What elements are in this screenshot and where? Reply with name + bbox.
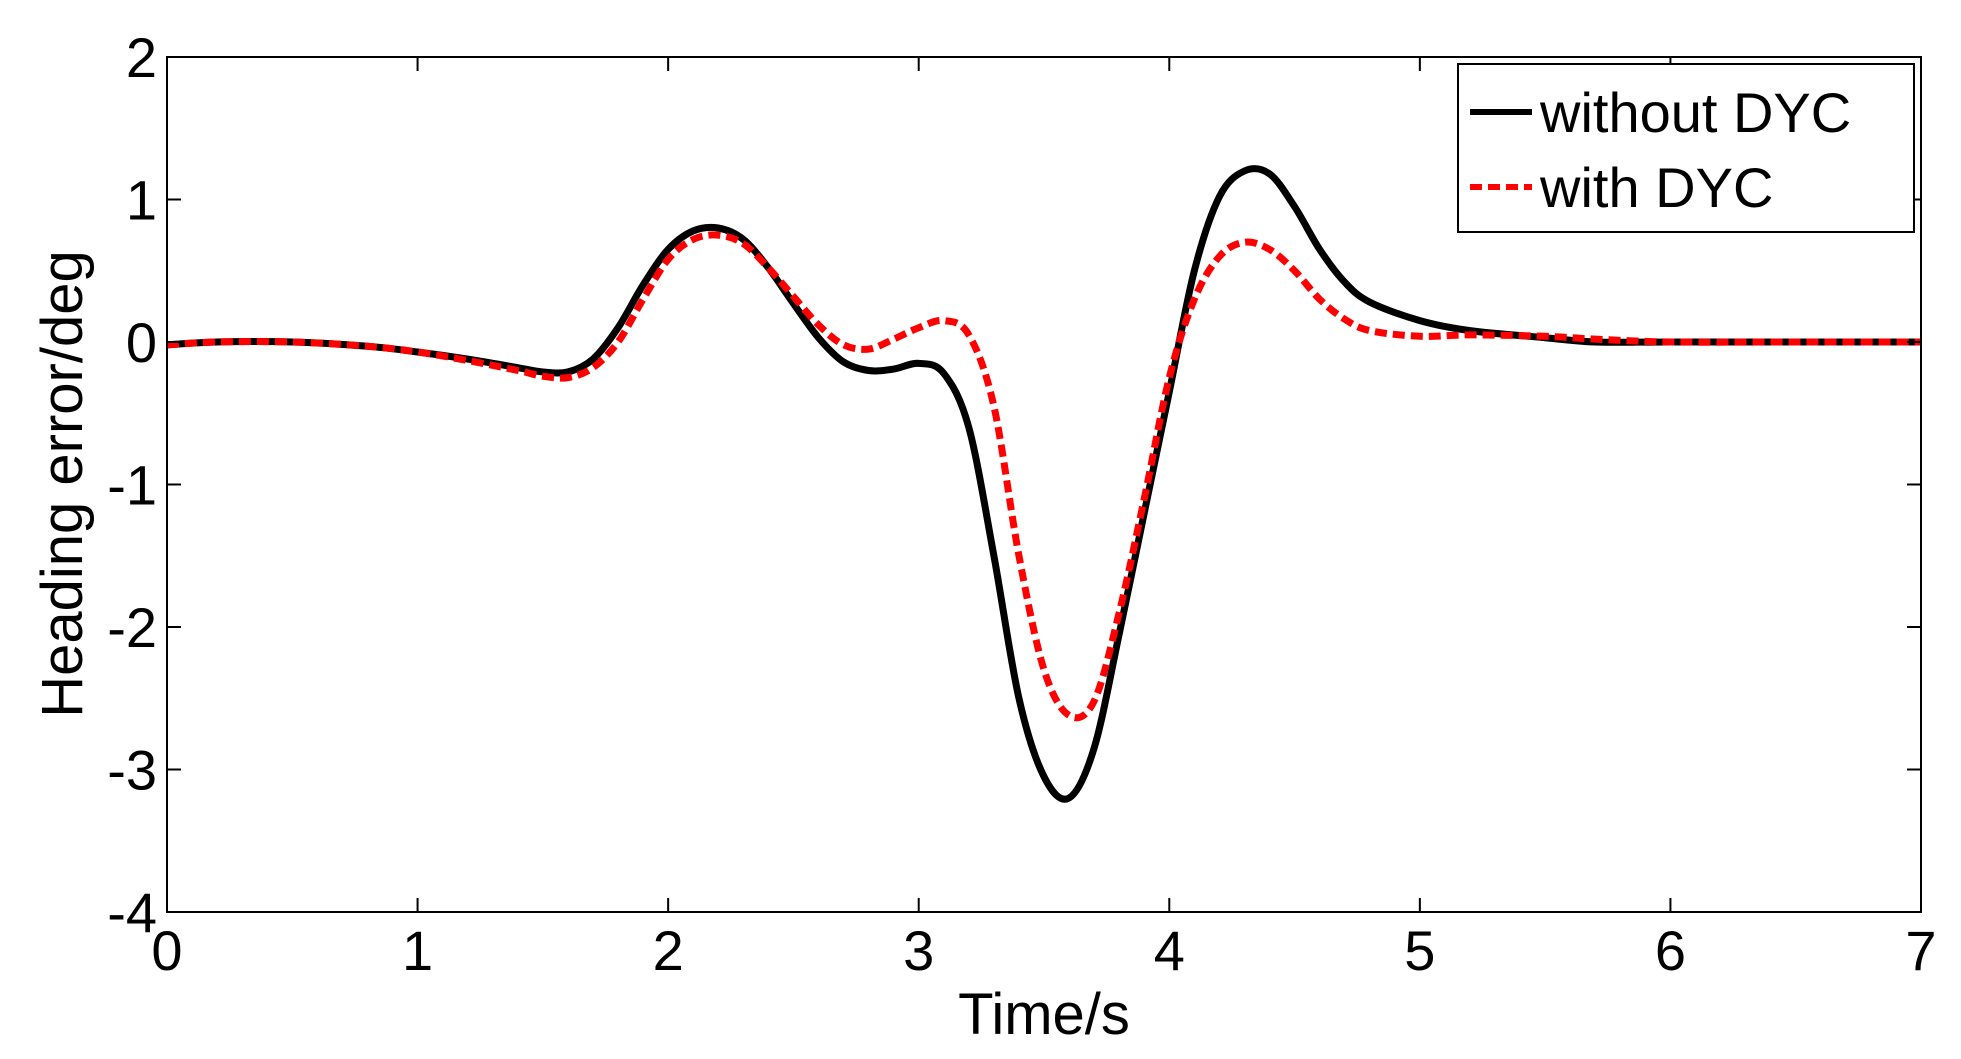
series-line-without-dyc — [166, 165, 1921, 803]
y-tick-label: -4 — [107, 881, 157, 944]
x-tick-label: 7 — [1905, 919, 1936, 982]
y-tick-label: 0 — [126, 311, 157, 374]
y-axis: -4 -3 -2 -1 0 1 2 — [107, 26, 1921, 944]
y-tick-label: -3 — [107, 739, 157, 802]
y-tick-label: -2 — [107, 596, 157, 659]
legend-label-without-dyc: without DYC — [1539, 81, 1851, 144]
series-line-with-dyc — [166, 231, 1921, 722]
x-tick-label: 6 — [1655, 919, 1686, 982]
x-tick-label: 2 — [653, 919, 684, 982]
legend-box — [1457, 63, 1915, 233]
plot-lines — [166, 165, 1921, 803]
x-tick-label: 3 — [903, 919, 934, 982]
x-tick-label: 0 — [151, 919, 182, 982]
legend-label-with-dyc: with DYC — [1539, 156, 1773, 219]
y-tick-label: 1 — [126, 169, 157, 232]
x-tick-label: 4 — [1154, 919, 1185, 982]
y-axis-label: Heading error/deg — [30, 250, 95, 718]
x-tick-label: 1 — [402, 919, 433, 982]
y-tick-label: -1 — [107, 454, 157, 517]
legend: without DYC with DYC — [1457, 63, 1915, 233]
x-tick-label: 5 — [1404, 919, 1435, 982]
x-axis: 0 1 2 3 4 5 6 7 — [151, 57, 1937, 982]
x-axis-label: Time/s — [958, 982, 1130, 1047]
y-tick-label: 2 — [126, 26, 157, 89]
